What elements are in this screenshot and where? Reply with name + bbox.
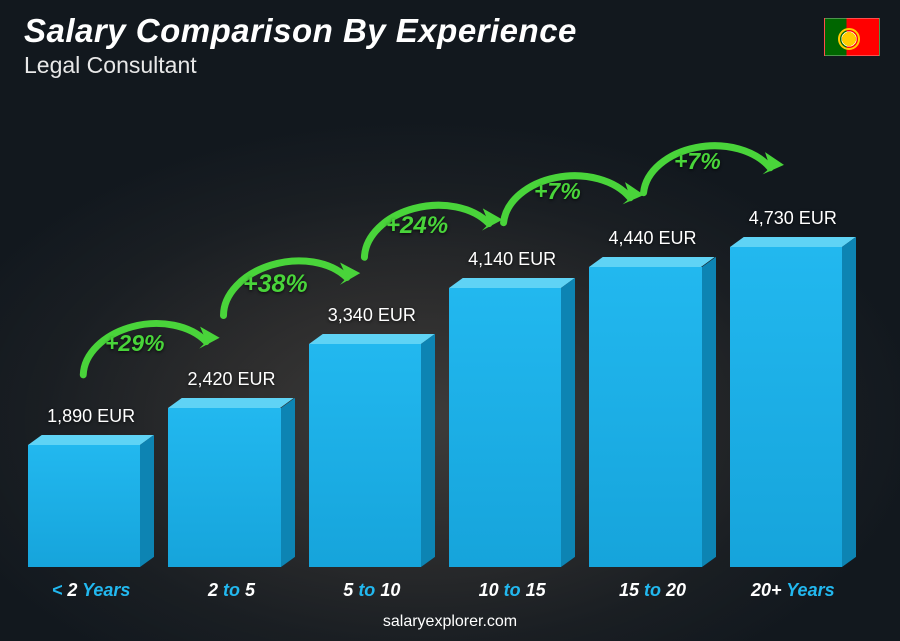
bar: [309, 334, 435, 567]
bar: [730, 237, 856, 567]
bar-group: 2,420 EUR: [168, 369, 294, 567]
x-axis-labels: < 2 Years 2 to 5 5 to 10 10 to 15 15 to 20 20…: [28, 580, 856, 601]
x-axis-label: < 2 Years: [28, 580, 154, 601]
x-axis-label: 2 to 5: [168, 580, 294, 601]
x-axis-label: 15 to 20: [589, 580, 715, 601]
bar: [589, 257, 715, 567]
bar: [168, 398, 294, 567]
bar: [28, 435, 154, 567]
chart-canvas: Salary Comparison By Experience Legal Co…: [0, 0, 900, 641]
bar-chart: 1,890 EUR 2,420 EUR 3,340 EUR 4,140 EUR 4,44…: [28, 100, 856, 567]
bar-value-label: 2,420 EUR: [187, 369, 275, 390]
x-axis-label: 20+ Years: [730, 580, 856, 601]
bar-value-label: 1,890 EUR: [47, 406, 135, 427]
x-axis-label: 5 to 10: [309, 580, 435, 601]
footer-attribution: salaryexplorer.com: [0, 613, 900, 631]
bar-group: 4,140 EUR: [449, 249, 575, 567]
bar-value-label: 3,340 EUR: [328, 305, 416, 326]
bar-group: 3,340 EUR: [309, 305, 435, 567]
bar-value-label: 4,440 EUR: [608, 228, 696, 249]
bar-value-label: 4,730 EUR: [749, 208, 837, 229]
bar-value-label: 4,140 EUR: [468, 249, 556, 270]
portugal-flag-icon: [824, 18, 880, 56]
x-axis-label: 10 to 15: [449, 580, 575, 601]
chart-title: Salary Comparison By Experience: [24, 12, 577, 50]
bar: [449, 278, 575, 567]
bar-group: 4,730 EUR: [730, 208, 856, 567]
bar-group: 4,440 EUR: [589, 228, 715, 567]
bar-group: 1,890 EUR: [28, 406, 154, 567]
chart-subtitle: Legal Consultant: [24, 52, 197, 79]
